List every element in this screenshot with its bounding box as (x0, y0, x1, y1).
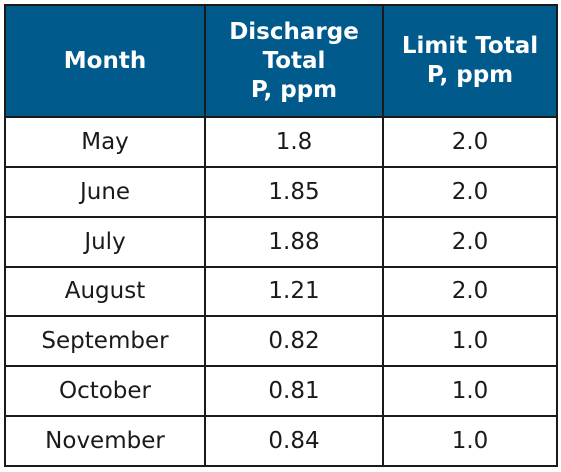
limit-header-line-2: P, ppm (426, 62, 514, 88)
table-row: August 1.21 2.0 (4, 265, 558, 318)
header-row: Month Discharge Total P, ppm Limit Total… (4, 4, 558, 118)
phosphorus-table: Month Discharge Total P, ppm Limit Total… (4, 4, 558, 467)
limit-cell: 1.0 (382, 365, 558, 418)
month-cell: May (4, 116, 206, 168)
month-cell: September (4, 315, 206, 368)
limit-header-line-1: Limit Total (401, 33, 539, 59)
table-row: June 1.85 2.0 (4, 165, 558, 218)
limit-cell: 2.0 (382, 215, 558, 268)
table-row: November 0.84 1.0 (4, 415, 558, 467)
table-row: October 0.81 1.0 (4, 365, 558, 418)
discharge-cell: 1.88 (204, 215, 384, 268)
limit-cell: 1.0 (382, 415, 558, 467)
limit-cell: 2.0 (382, 116, 558, 168)
discharge-header-line-3: P, ppm (250, 76, 338, 103)
discharge-cell: 1.21 (204, 265, 384, 318)
discharge-cell: 0.84 (204, 415, 384, 467)
table-row: July 1.88 2.0 (4, 215, 558, 268)
month-cell: August (4, 265, 206, 318)
discharge-header-line-2: Total (262, 47, 326, 74)
month-cell: November (4, 415, 206, 467)
discharge-cell: 0.82 (204, 315, 384, 368)
month-cell: June (4, 165, 206, 218)
discharge-cell: 0.81 (204, 365, 384, 418)
limit-column-header: Limit Total P, ppm (382, 4, 558, 118)
table-row: September 0.82 1.0 (4, 315, 558, 368)
table-body: May 1.8 2.0 June 1.85 2.0 July 1.88 2.0 … (4, 116, 558, 467)
month-cell: October (4, 365, 206, 418)
limit-cell: 1.0 (382, 315, 558, 368)
discharge-header-line-1: Discharge (229, 18, 359, 45)
limit-cell: 2.0 (382, 265, 558, 318)
limit-cell: 2.0 (382, 165, 558, 218)
discharge-cell: 1.85 (204, 165, 384, 218)
month-cell: July (4, 215, 206, 268)
discharge-cell: 1.8 (204, 116, 384, 168)
discharge-column-header: Discharge Total P, ppm (204, 4, 384, 118)
month-column-header: Month (4, 4, 206, 118)
table-header: Month Discharge Total P, ppm Limit Total… (4, 4, 558, 118)
table-row: May 1.8 2.0 (4, 116, 558, 168)
